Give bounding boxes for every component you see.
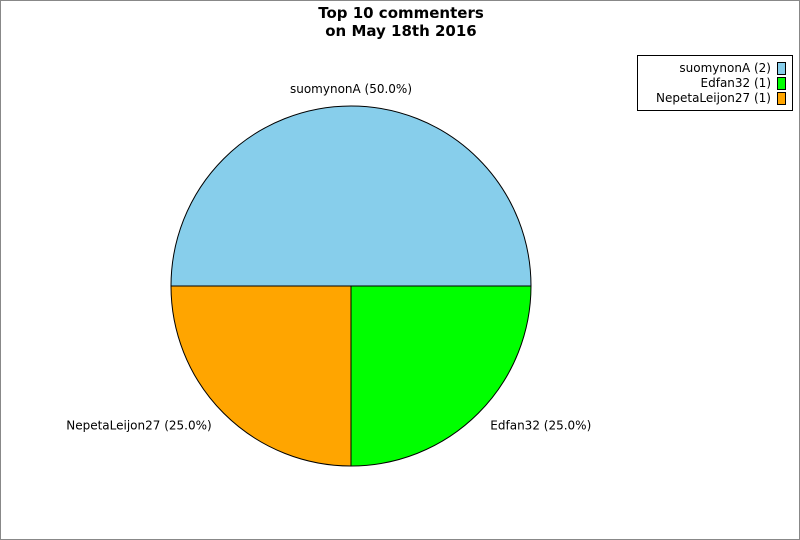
- legend-swatch: [777, 91, 786, 105]
- legend-item-suomynonA: suomynonA (2): [679, 60, 786, 76]
- slice-label: suomynonA (50.0%): [290, 82, 412, 96]
- legend-item-nepetaleijon27: NepetaLeijon27 (1): [656, 90, 786, 106]
- legend-label: Edfan32 (1): [700, 76, 771, 90]
- pie-slice-nepetaleijon27: [170, 285, 352, 467]
- title-line-1: Top 10 commenters: [318, 4, 484, 22]
- legend-item-edfan32: Edfan32 (1): [701, 75, 786, 91]
- legend-label: suomynonA (2): [679, 61, 771, 75]
- pie-slice-suomynona: [170, 105, 532, 287]
- slice-label: Edfan32 (25.0%): [490, 418, 591, 432]
- chart-title: Top 10 commenters on May 18th 2016: [1, 4, 799, 40]
- legend-swatch: [777, 76, 786, 90]
- slice-label: NepetaLeijon27 (25.0%): [66, 418, 211, 432]
- legend-label: NepetaLeijon27 (1): [656, 91, 771, 105]
- title-line-2: on May 18th 2016: [325, 22, 477, 40]
- legend: suomynonA (2) Edfan32 (1) NepetaLeijon27…: [637, 55, 793, 111]
- legend-swatch: [777, 61, 786, 75]
- pie-slice-edfan32: [350, 285, 532, 467]
